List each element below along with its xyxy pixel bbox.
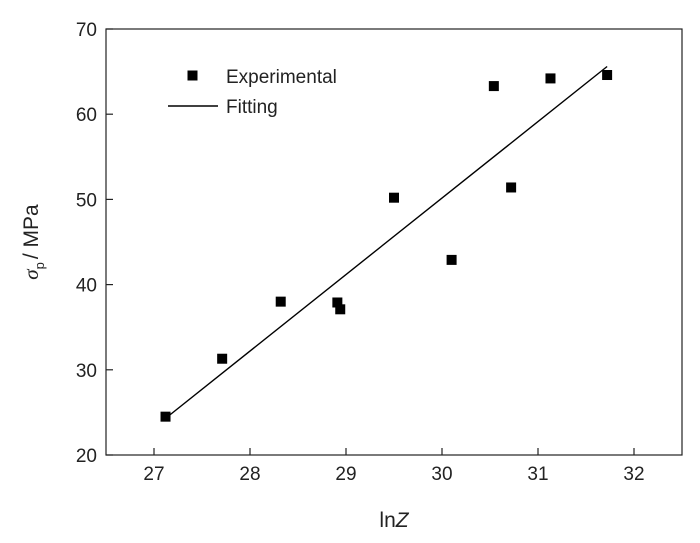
fitting-line: [165, 65, 608, 419]
legend-label-fitting: Fitting: [226, 97, 278, 118]
y-tick-label: 20: [76, 446, 97, 467]
experimental-point: [602, 70, 613, 81]
y-axis-label-symbol: σ: [19, 268, 43, 280]
experimental-point: [332, 297, 343, 308]
series-layer: [160, 65, 613, 422]
x-tick-label: 28: [239, 464, 260, 485]
y-tick-label: 40: [76, 276, 97, 297]
x-tick-label: 31: [527, 464, 548, 485]
experimental-point: [446, 254, 457, 265]
x-axis-label-main: ln: [379, 509, 395, 532]
legend-marker-experimental: [187, 70, 198, 81]
y-axis-label-subscript: p: [32, 262, 47, 269]
legend: Experimental Fitting: [168, 67, 337, 118]
experimental-point: [217, 353, 228, 364]
y-axis: 20 30 40 50 60 70: [76, 20, 113, 467]
x-tick-label: 32: [623, 464, 644, 485]
x-tick-label: 27: [143, 464, 164, 485]
x-tick-label: 29: [335, 464, 356, 485]
x-axis: 27 28 29 30 31 32: [143, 448, 645, 485]
x-tick-label: 30: [431, 464, 452, 485]
experimental-point: [275, 296, 286, 307]
experimental-point: [506, 182, 517, 193]
y-axis-label-unit: / MPa: [20, 204, 43, 259]
plot-frame: [105, 28, 683, 456]
experimental-point: [545, 73, 556, 84]
y-tick-label: 50: [76, 190, 97, 211]
y-axis-label: σp / MPa: [19, 204, 47, 280]
x-axis-label: lnZ: [379, 509, 409, 532]
y-tick-label: 70: [76, 20, 97, 41]
y-tick-label: 60: [76, 105, 97, 126]
experimental-point: [335, 304, 346, 315]
legend-label-experimental: Experimental: [226, 67, 337, 88]
experimental-point: [488, 81, 499, 92]
y-tick-label: 30: [76, 361, 97, 382]
experimental-point: [160, 411, 171, 422]
experimental-point: [389, 192, 399, 203]
x-axis-label-var: Z: [395, 509, 410, 532]
